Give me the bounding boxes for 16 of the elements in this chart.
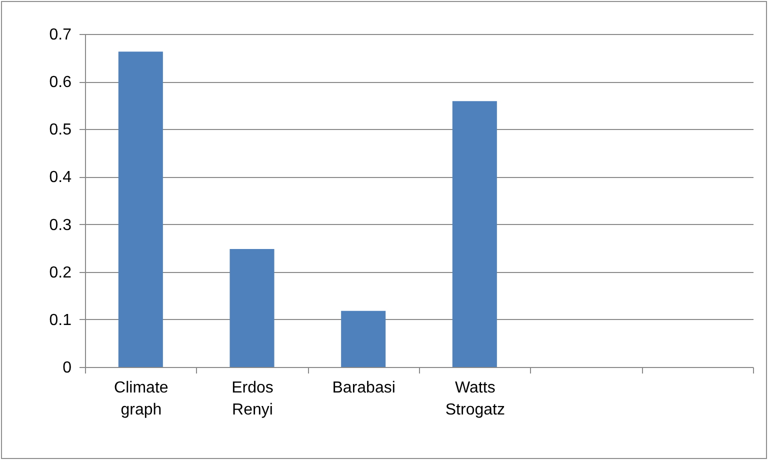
- y-tick-label: 0.6: [49, 74, 72, 92]
- x-tick-label: Barabasi: [332, 380, 396, 396]
- x-tick-label: Climate graph: [114, 380, 168, 418]
- bar: [341, 310, 386, 367]
- x-tick-label: Watts Strogatz: [445, 380, 505, 418]
- bar: [452, 101, 497, 367]
- y-tick-label: 0: [62, 360, 72, 376]
- y-tick-label: 0.2: [49, 264, 72, 282]
- x-tick-label: Erdos Renyi: [232, 380, 274, 418]
- y-tick-label: 0.3: [49, 216, 72, 234]
- y-tick-label: 0.5: [49, 122, 72, 139]
- bar: [118, 52, 163, 367]
- bar: [230, 249, 274, 367]
- y-tick-label: 0.4: [49, 169, 72, 186]
- y-tick-label: 0.1: [49, 312, 72, 329]
- y-tick-label: 0.7: [49, 26, 72, 44]
